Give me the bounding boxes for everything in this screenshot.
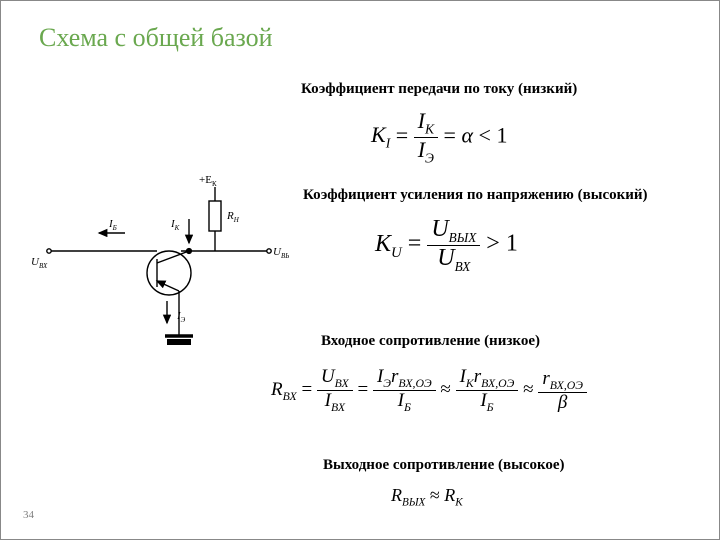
circuit-diagram: UВХ UВЫХ IБ IК IЭ +EК RН (29, 161, 289, 381)
heading-voltage-gain: Коэффициент усиления по напряжению (высо… (303, 187, 648, 204)
equals-sign: = (408, 231, 428, 257)
heading-current-gain: Коэффициент передачи по току (низкий) (301, 81, 577, 98)
f1-alpha: α (461, 122, 473, 147)
f1-frac: IК IЭ (414, 109, 438, 165)
label-uin: UВХ (31, 256, 48, 270)
label-ek: +EК (199, 174, 217, 188)
equals-sign: = (444, 122, 462, 147)
heading-output-resistance: Выходное сопротивление (высокое) (323, 457, 565, 474)
f2-lhs: KU (375, 231, 402, 257)
label-ie: IЭ (176, 310, 186, 324)
formula-current-gain: KI = IК IЭ = α < 1 (371, 109, 507, 165)
equals-sign: = (396, 122, 414, 147)
label-ib: IБ (108, 218, 117, 232)
f1-lhs: KI (371, 122, 390, 147)
page-title: Схема с общей базой (39, 23, 273, 53)
label-ik: IК (170, 218, 180, 232)
page-number: 34 (23, 509, 34, 521)
f2-frac: UВЫХ UВХ (427, 217, 480, 273)
heading-input-resistance: Входное сопротивление (низкое) (321, 333, 540, 350)
formula-input-resistance: RВХ = UВХ IВХ = IЭrВХ,ОЭ IБ ≈ IКrВХ,ОЭ I… (271, 367, 587, 414)
label-rn: RН (226, 210, 240, 224)
formula-output-resistance: RВЫХ ≈ RК (391, 485, 463, 509)
label-uout: UВЫХ (273, 246, 289, 260)
formula-voltage-gain: KU = UВЫХ UВХ > 1 (375, 217, 518, 273)
